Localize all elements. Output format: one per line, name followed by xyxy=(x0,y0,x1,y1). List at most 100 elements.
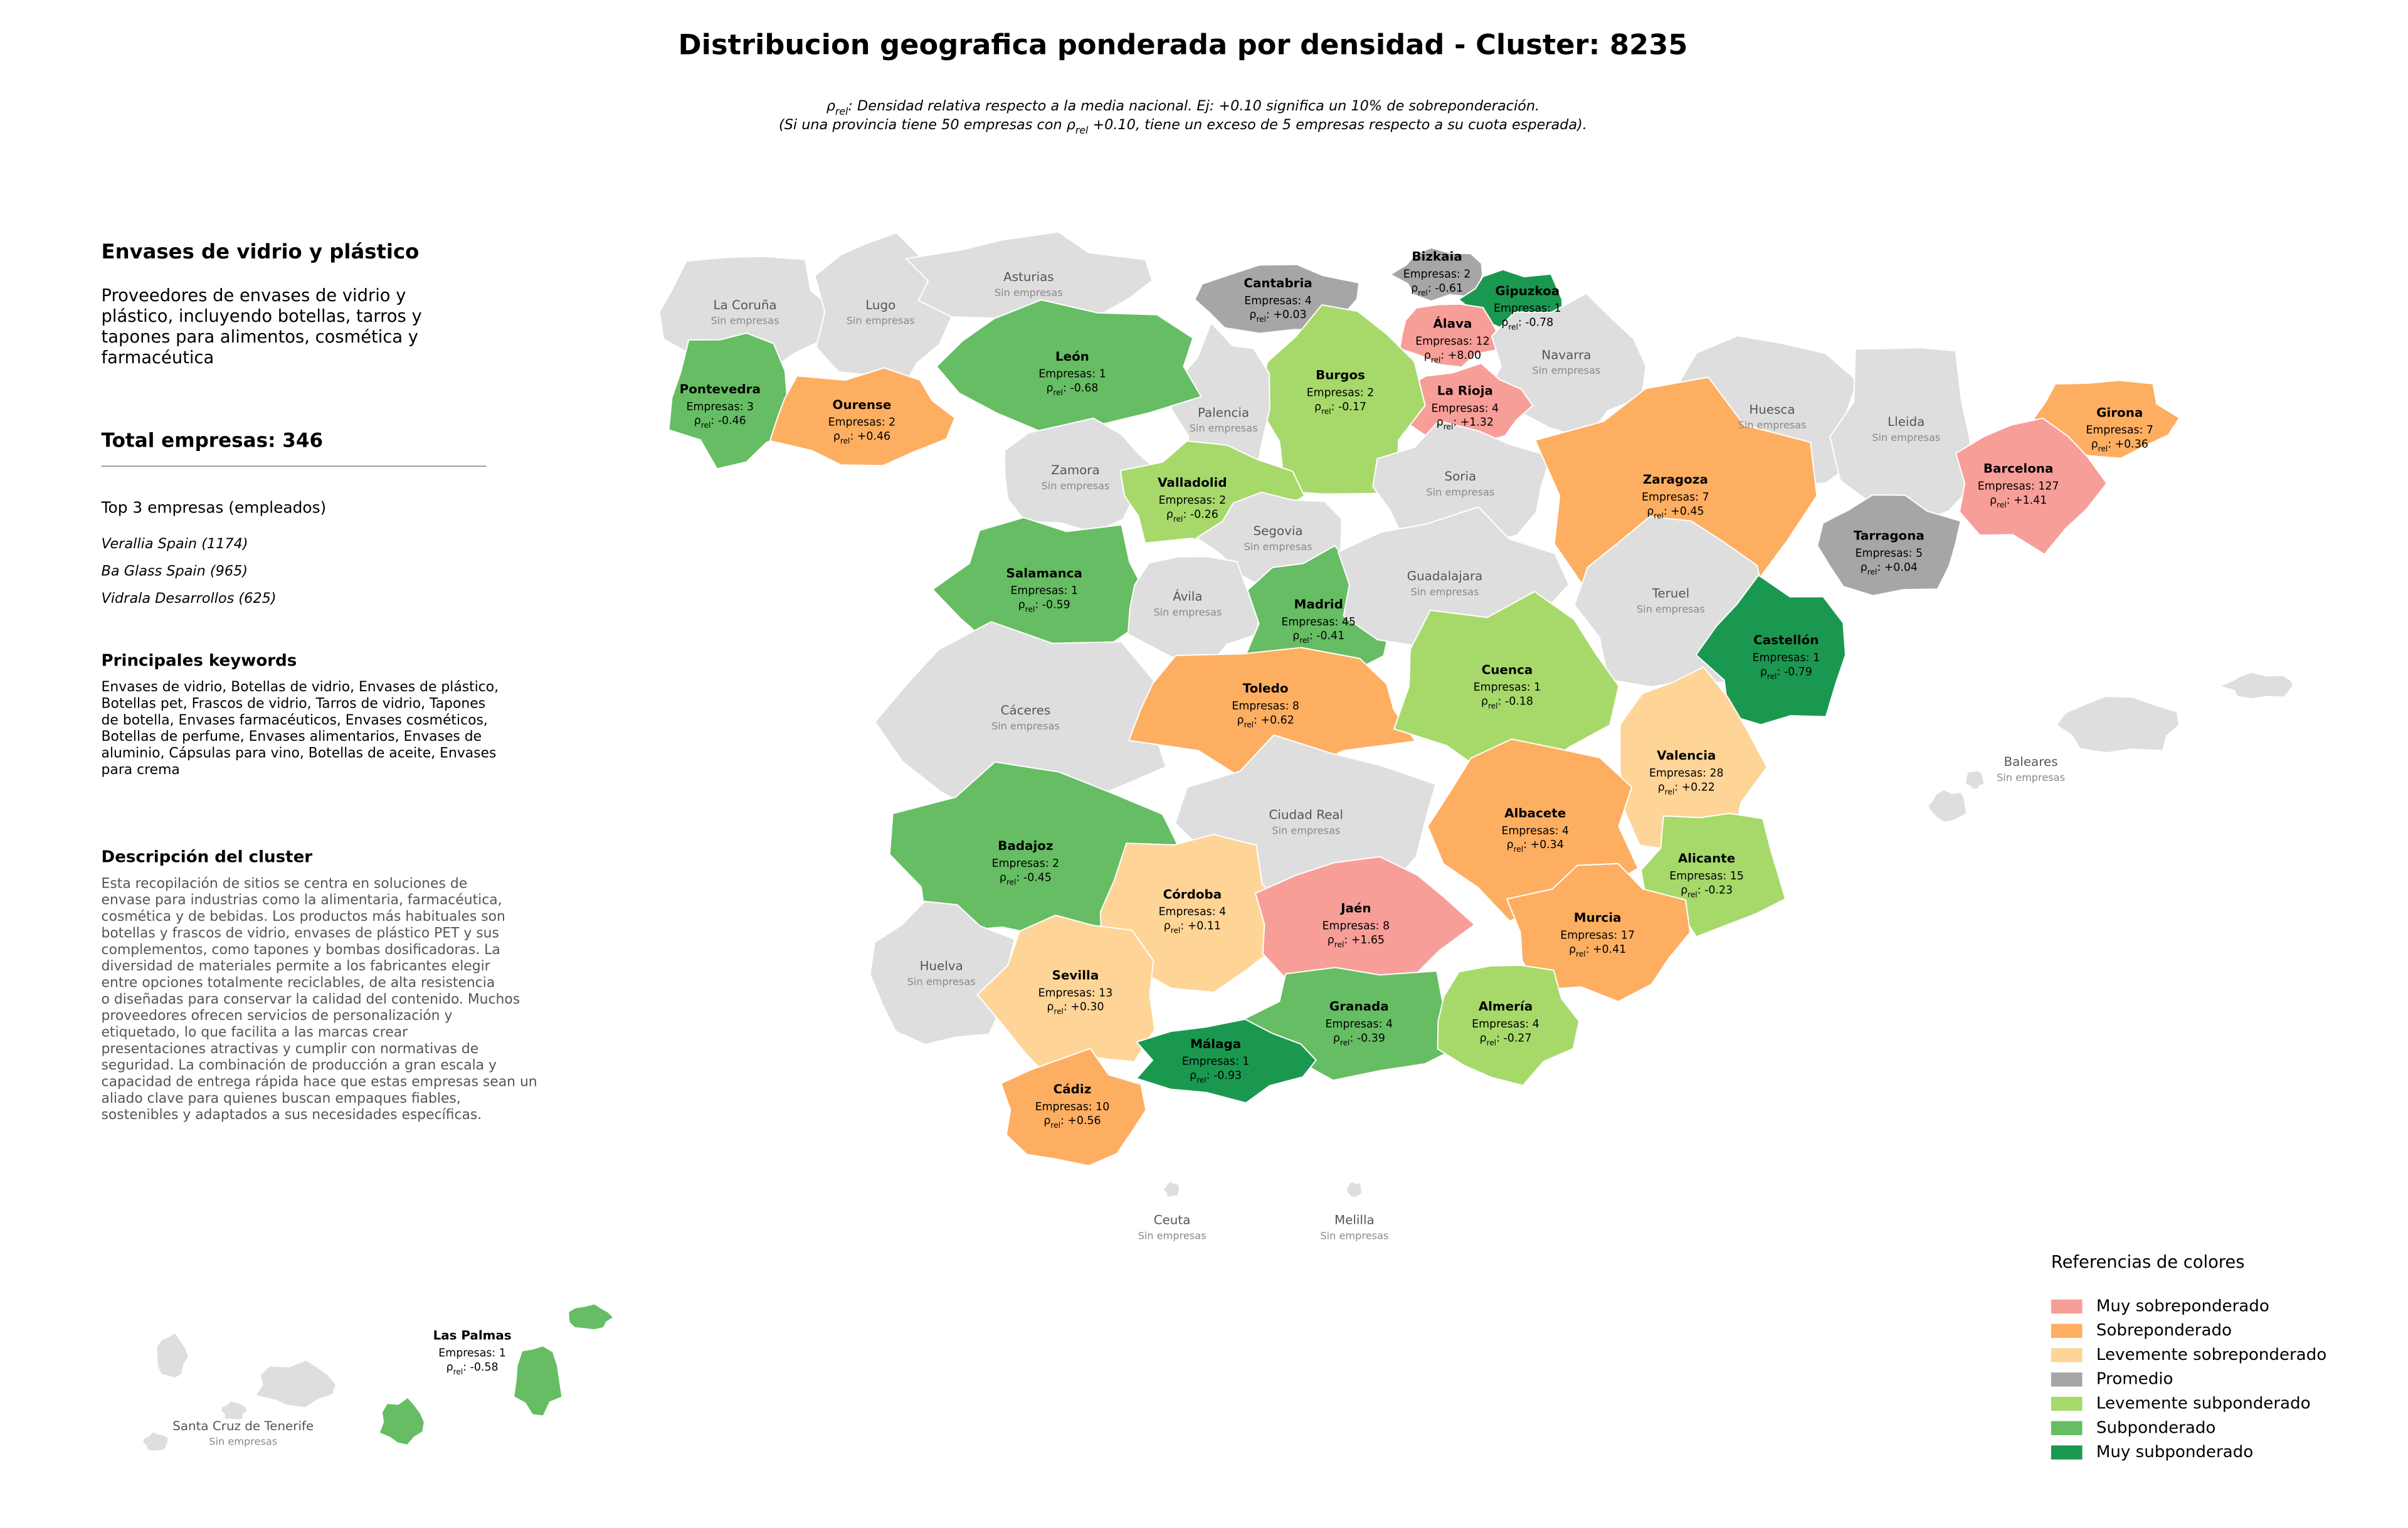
province-rho: ρrel: -0.68 xyxy=(1046,382,1098,397)
rho-subscript: rel xyxy=(1687,890,1698,899)
province-name: Huelva xyxy=(920,959,963,974)
province-status: Sin empresas xyxy=(991,720,1060,732)
province-area xyxy=(1506,862,1691,1002)
province-count: Empresas: 10 xyxy=(1035,1101,1110,1113)
province-name: Guadalajara xyxy=(1407,569,1483,583)
cluster-line: seguridad. La combinación de producción … xyxy=(102,1058,497,1073)
province-area xyxy=(1817,494,1962,597)
rho-value: : -0.78 xyxy=(1518,317,1553,329)
rho-subscript: rel xyxy=(1334,940,1344,948)
province-name: Melilla xyxy=(1334,1213,1375,1228)
rho-value: : +0.41 xyxy=(1586,943,1627,956)
province-shape xyxy=(1437,964,1580,1086)
legend-swatch xyxy=(2051,1348,2083,1362)
subtitle: (Si una provincia tiene 50 empresas con … xyxy=(779,116,1587,136)
legend-swatch xyxy=(2051,1299,2083,1314)
rho-subscript: rel xyxy=(1444,422,1454,431)
province-name: Ceuta xyxy=(1154,1213,1191,1228)
legend-title: Referencias de colores xyxy=(2051,1253,2245,1272)
rho-symbol: ρ xyxy=(1481,696,1488,708)
rho-value: : -0.23 xyxy=(1698,884,1733,896)
province-count: Empresas: 1 xyxy=(1038,368,1106,381)
rho-subscript: rel xyxy=(1867,567,1877,576)
province-area xyxy=(254,1359,337,1409)
province-name: Granada xyxy=(1329,999,1389,1014)
province-shape xyxy=(1955,417,2108,556)
rho-subscript: rel xyxy=(1025,605,1035,613)
province-status: Sin empresas xyxy=(1153,606,1222,618)
province-area xyxy=(1927,788,1968,823)
province-count: Empresas: 2 xyxy=(1403,268,1471,281)
province-rho: ρrel: -0.46 xyxy=(694,415,746,430)
province-area xyxy=(1695,574,1847,726)
rho-subscript: rel xyxy=(840,437,850,445)
legend-label: Muy sobreponderado xyxy=(2096,1297,2269,1315)
rho-symbol: ρ xyxy=(2091,438,2098,450)
rho-value: : -0.59 xyxy=(1035,598,1070,611)
rho-subscript: rel xyxy=(1006,878,1017,886)
province-rho: ρrel: +1.32 xyxy=(1437,416,1494,432)
rho-symbol: ρ xyxy=(1990,494,1997,507)
rho-symbol: ρ xyxy=(1333,1032,1340,1044)
rho-symbol: ρ xyxy=(1046,382,1053,395)
rho-symbol: ρ xyxy=(1249,309,1256,321)
province-count: Empresas: 45 xyxy=(1281,616,1356,629)
rho-subscript: rel xyxy=(1665,787,1675,796)
keywords-line: Botellas pet, Frascos de vidrio, Tarros … xyxy=(102,696,486,712)
province-status: Sin empresas xyxy=(1244,541,1312,553)
province-rho: ρrel: +0.36 xyxy=(2091,438,2148,453)
rho-subscript: rel xyxy=(1050,1121,1060,1130)
province-shape xyxy=(378,1303,615,1446)
province-shape xyxy=(1927,671,2294,823)
province-count: Empresas: 8 xyxy=(1232,700,1299,713)
province-area xyxy=(769,367,956,467)
province-rho: ρrel: -0.79 xyxy=(1760,666,1812,681)
cluster-line: sostenibles y adaptados a sus necesidade… xyxy=(102,1107,482,1123)
rho-value: : -0.39 xyxy=(1349,1032,1385,1044)
keywords-title: Principales keywords xyxy=(102,651,297,670)
rho-value: : -0.27 xyxy=(1496,1032,1531,1044)
province-status: Sin empresas xyxy=(1411,586,1479,598)
rho-subscript: rel xyxy=(1340,1038,1350,1047)
province-count: Empresas: 4 xyxy=(1326,1018,1393,1031)
subtitle-part: (Si una provincia tiene 50 empresas con xyxy=(779,116,1067,132)
province-status: Sin empresas xyxy=(1532,364,1600,376)
panel-heading: Envases de vidrio y plástico xyxy=(102,240,420,263)
rho-subscript: rel xyxy=(1767,672,1777,681)
province-count: Empresas: 1 xyxy=(438,1347,506,1359)
cluster-line: entre opciones totalmente reciclables, d… xyxy=(102,975,495,990)
legend-swatch xyxy=(2051,1421,2083,1435)
rho-value: : -0.79 xyxy=(1777,666,1812,678)
province-count: Empresas: 5 xyxy=(1856,547,1923,560)
rho-symbol: ρ xyxy=(694,415,701,427)
rho-symbol: ρ xyxy=(1190,1069,1196,1082)
province-status: Sin empresas xyxy=(1272,824,1340,836)
subtitle-part: ρ xyxy=(1067,116,1075,132)
province-shape xyxy=(814,231,954,399)
province-status: Sin empresas xyxy=(1138,1230,1207,1242)
province-status: Sin empresas xyxy=(1426,486,1494,498)
province-count: Empresas: 1 xyxy=(1182,1056,1250,1068)
province-status: Sin empresas xyxy=(1872,432,1940,443)
province-name: Cádiz xyxy=(1054,1082,1092,1096)
province-count: Empresas: 1 xyxy=(1474,681,1541,694)
top-company: Ba Glass Spain (965) xyxy=(102,563,248,580)
legend-label: Levemente subponderado xyxy=(2096,1394,2311,1413)
province-area xyxy=(1127,556,1259,668)
legend-swatch xyxy=(2051,1324,2083,1338)
cluster-line: o diseñadas para conservar la calidad de… xyxy=(102,992,520,1007)
rho-symbol: ρ xyxy=(1166,508,1173,521)
rho-subscript: rel xyxy=(1488,701,1498,710)
province-shape xyxy=(1345,1180,1363,1199)
rho-subscript: rel xyxy=(1654,511,1664,520)
cluster-line: botellas y frascos de vidrio, envases de… xyxy=(102,925,499,941)
province-rho: ρrel: -0.26 xyxy=(1166,508,1218,523)
rho-subscript: rel xyxy=(1256,315,1266,324)
province-area xyxy=(1437,964,1580,1086)
province-rho: ρrel: +0.62 xyxy=(1237,714,1294,729)
rho-value: : +8.00 xyxy=(1440,349,1481,362)
province-shape xyxy=(141,1332,337,1452)
rho-symbol: ρ xyxy=(1647,505,1654,517)
province-name: Lugo xyxy=(865,298,895,312)
